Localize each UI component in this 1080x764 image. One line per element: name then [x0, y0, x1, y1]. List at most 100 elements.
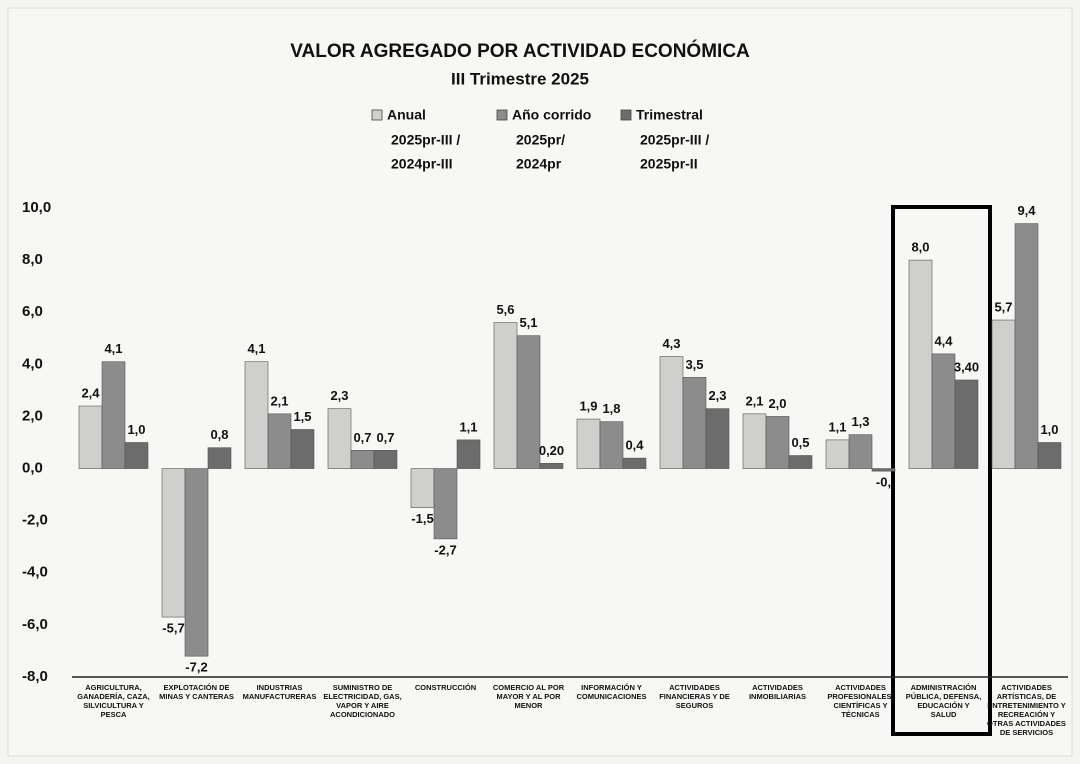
value-label: 2,4: [81, 385, 100, 400]
value-label: 1,8: [602, 401, 620, 416]
value-label: 5,1: [519, 315, 537, 330]
legend-period: 2024pr-III: [391, 156, 452, 172]
legend-period: 2025pr/: [516, 132, 565, 148]
value-label: 1,1: [459, 419, 477, 434]
y-tick-label: 4,0: [22, 355, 43, 372]
value-label: 3,5: [685, 357, 703, 372]
value-label: 0,8: [210, 427, 228, 442]
value-label: -2,7: [434, 542, 456, 557]
bar: [871, 468, 896, 472]
bar: [493, 322, 518, 469]
value-label: -1,5: [411, 511, 433, 526]
value-label: -5,7: [162, 621, 184, 636]
value-label: 1,0: [127, 422, 145, 437]
value-label: 3,40: [954, 359, 979, 374]
x-tick-label: ACTIVIDADES PROFESIONALES, CIENTÍFICAS Y…: [827, 683, 894, 719]
value-label: 0,7: [353, 430, 371, 445]
bar: [848, 434, 873, 469]
value-label: 4,1: [247, 341, 265, 356]
value-label: 0,20: [539, 443, 564, 458]
legend-swatch: [371, 109, 383, 121]
bar: [78, 405, 103, 469]
legend-label: Anual: [387, 107, 426, 123]
x-tick-label: CONSTRUCCIÓN: [414, 683, 477, 692]
bar: [991, 319, 1016, 469]
x-tick-label: INFORMACIÓN Y COMUNICACIONES: [576, 683, 647, 701]
value-label: 1,1: [828, 419, 846, 434]
y-tick-label: -2,0: [22, 512, 48, 529]
x-tick-label: ACTIVIDADES INMOBILIARIAS: [748, 683, 807, 701]
y-tick-label: -8,0: [22, 668, 48, 685]
value-label: 1,5: [293, 409, 311, 424]
legend-period: 2025pr-III /: [391, 132, 460, 148]
value-label: 5,6: [496, 302, 514, 317]
bar: [207, 447, 232, 469]
bar: [599, 421, 624, 469]
value-label: 4,4: [934, 333, 953, 348]
x-tick-label: ACTIVIDADES FINANCIERAS Y DE SEGUROS: [659, 683, 730, 710]
value-label: 2,1: [745, 393, 763, 408]
legend-swatch: [620, 109, 632, 121]
bar: [267, 413, 292, 469]
bar: [705, 408, 730, 469]
y-tick-label: 6,0: [22, 303, 43, 320]
value-label: -7,2: [185, 660, 207, 675]
y-tick-label: 8,0: [22, 251, 43, 268]
legend-period: 2025pr-III /: [640, 132, 709, 148]
x-tick-label: EXPLOTACIÓN DE MINAS Y CANTERAS: [159, 683, 234, 701]
value-label: 2,1: [270, 393, 288, 408]
bar: [244, 361, 269, 469]
bar: [622, 457, 647, 469]
bar: [742, 413, 767, 469]
value-label: 1,9: [579, 398, 597, 413]
bar: [931, 353, 956, 469]
value-label: 2,3: [330, 388, 348, 403]
y-tick-label: -4,0: [22, 564, 48, 581]
value-label: 2,3: [708, 388, 726, 403]
value-label: 2,0: [768, 396, 786, 411]
bar: [908, 259, 933, 469]
value-label: 4,3: [662, 336, 680, 351]
bar: [539, 463, 564, 469]
x-tick-label: AGRICULTURA, GANADERÍA, CAZA, SILVICULTU…: [77, 683, 150, 719]
value-label: -0,: [876, 475, 891, 490]
value-label: 5,7: [994, 299, 1012, 314]
bar: [161, 468, 186, 618]
x-tick-label: SUMINISTRO DE ELECTRICIDAD, GAS, VAPOR Y…: [323, 683, 402, 719]
x-tick-label: ADMINISTRACIÓN PÚBLICA, DEFENSA, EDUCACI…: [905, 683, 982, 719]
chart-subtitle: III Trimestre 2025: [451, 69, 589, 88]
bar: [659, 356, 684, 469]
bar: [788, 455, 813, 469]
value-label: 1,3: [851, 414, 869, 429]
bar: [1037, 442, 1062, 469]
legend-swatch: [496, 109, 508, 121]
bar: [954, 379, 979, 469]
x-tick-label: COMERCIO AL POR MAYOR Y AL POR MENOR: [492, 683, 565, 710]
value-label: 0,7: [376, 430, 394, 445]
y-tick-label: 10,0: [22, 199, 51, 216]
bar: [184, 468, 209, 657]
bar: [516, 335, 541, 469]
legend-period: 2024pr: [516, 156, 562, 172]
value-label: 8,0: [911, 240, 929, 255]
value-label: 1,0: [1040, 422, 1058, 437]
y-tick-label: -6,0: [22, 616, 48, 633]
bar: [101, 361, 126, 469]
bar: [410, 468, 435, 508]
value-label: 4,1: [104, 341, 122, 356]
value-label: 0,5: [791, 435, 809, 450]
y-tick-label: 2,0: [22, 407, 43, 424]
bar: [765, 416, 790, 469]
bar: [124, 442, 149, 469]
y-tick-label: 0,0: [22, 460, 43, 477]
x-tick-label: ACTIVIDADES ARTÍSTICAS, DE ENTRETENIMIEN…: [987, 683, 1066, 737]
value-label: 0,4: [625, 438, 644, 453]
x-tick-label: INDUSTRIAS MANUFACTURERAS: [242, 683, 317, 701]
bar: [433, 468, 458, 540]
bar: [327, 408, 352, 469]
legend-label: Trimestral: [636, 107, 703, 123]
bar: [1014, 223, 1039, 469]
legend-label: Año corrido: [512, 107, 591, 123]
